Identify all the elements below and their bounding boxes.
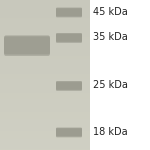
FancyBboxPatch shape [56,34,82,43]
Text: 18 kDa: 18 kDa [93,127,128,137]
FancyBboxPatch shape [56,33,82,42]
Bar [90,0,150,150]
FancyBboxPatch shape [56,129,82,137]
FancyBboxPatch shape [56,8,82,16]
Text: 45 kDa: 45 kDa [93,7,128,17]
Text: 25 kDa: 25 kDa [93,81,128,90]
Text: 35 kDa: 35 kDa [93,33,128,42]
FancyBboxPatch shape [56,82,82,91]
FancyBboxPatch shape [56,9,82,17]
FancyBboxPatch shape [56,81,82,90]
FancyBboxPatch shape [4,36,50,54]
FancyBboxPatch shape [56,128,82,136]
FancyBboxPatch shape [4,37,50,56]
